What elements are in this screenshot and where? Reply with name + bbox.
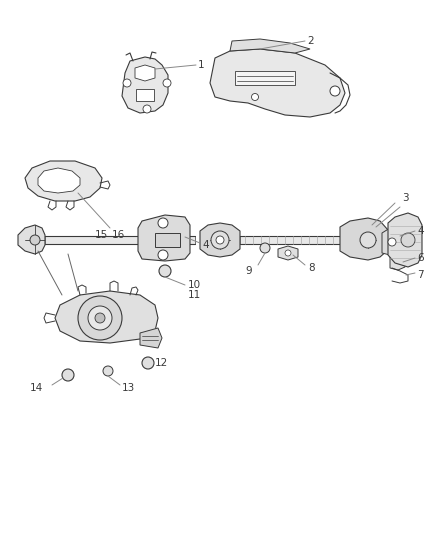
Circle shape [401, 233, 415, 247]
Polygon shape [18, 225, 45, 254]
Polygon shape [25, 161, 102, 201]
Text: 11: 11 [188, 290, 201, 300]
Circle shape [211, 231, 229, 249]
Text: 16: 16 [112, 230, 125, 240]
Polygon shape [38, 168, 80, 193]
Polygon shape [388, 213, 422, 267]
Circle shape [388, 238, 396, 246]
Polygon shape [240, 236, 340, 244]
Circle shape [123, 79, 131, 87]
Circle shape [285, 250, 291, 256]
Text: 12: 12 [155, 358, 168, 368]
Circle shape [88, 306, 112, 330]
Polygon shape [278, 246, 298, 260]
Text: 4: 4 [202, 240, 208, 250]
Polygon shape [55, 291, 158, 343]
Text: 3: 3 [402, 193, 409, 203]
Circle shape [62, 369, 74, 381]
Circle shape [143, 105, 151, 113]
Text: 10: 10 [188, 280, 201, 290]
Polygon shape [210, 49, 345, 117]
Text: 6: 6 [417, 253, 424, 263]
Text: 9: 9 [245, 266, 251, 276]
Circle shape [159, 265, 171, 277]
Circle shape [158, 218, 168, 228]
Polygon shape [135, 65, 155, 81]
Circle shape [95, 313, 105, 323]
Text: 1: 1 [198, 60, 205, 70]
Circle shape [78, 296, 122, 340]
Polygon shape [200, 223, 240, 257]
Polygon shape [45, 236, 195, 244]
Circle shape [216, 236, 224, 244]
Polygon shape [122, 57, 168, 113]
Text: 2: 2 [307, 36, 314, 46]
Polygon shape [140, 328, 162, 348]
Polygon shape [382, 228, 402, 255]
Circle shape [163, 79, 171, 87]
Text: 4: 4 [417, 226, 424, 236]
Text: 15: 15 [95, 230, 108, 240]
Circle shape [158, 250, 168, 260]
Text: 14: 14 [30, 383, 43, 393]
Circle shape [30, 235, 40, 245]
Circle shape [103, 366, 113, 376]
Circle shape [360, 232, 376, 248]
Text: 7: 7 [417, 270, 424, 280]
Text: 13: 13 [122, 383, 135, 393]
Polygon shape [138, 215, 190, 261]
Polygon shape [136, 89, 154, 101]
Text: 8: 8 [308, 263, 314, 273]
Circle shape [142, 357, 154, 369]
Polygon shape [235, 71, 295, 85]
Polygon shape [155, 233, 180, 247]
Circle shape [251, 93, 258, 101]
Polygon shape [230, 39, 310, 53]
Polygon shape [390, 255, 405, 270]
Polygon shape [340, 218, 390, 260]
Circle shape [260, 243, 270, 253]
Circle shape [330, 86, 340, 96]
